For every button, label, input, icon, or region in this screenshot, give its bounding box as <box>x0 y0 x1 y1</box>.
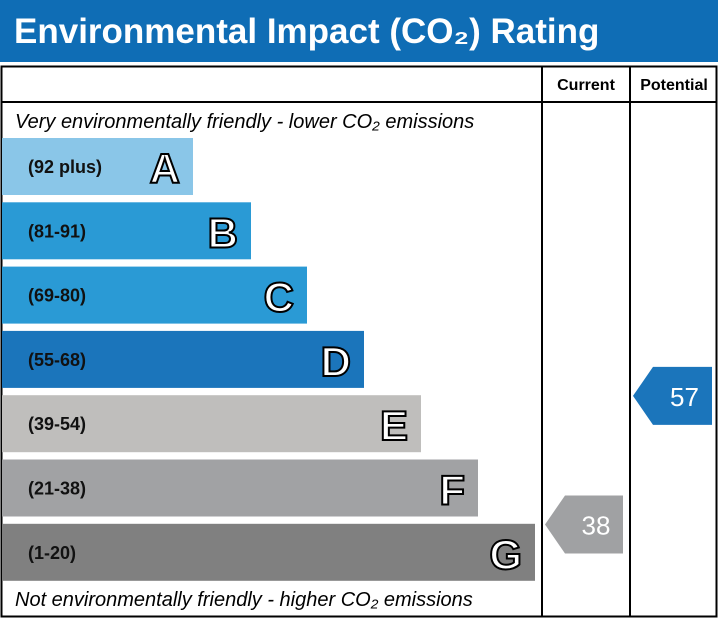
bottom-note: Not environmentally friendly - higher CO… <box>15 589 473 611</box>
potential-rating-arrow <box>633 366 712 425</box>
band-range-g: (1-20) <box>28 543 76 563</box>
chart-title: Environmental Impact (CO₂) Rating <box>14 12 599 51</box>
band-bar-c <box>2 266 307 324</box>
potential-rating-value: 57 <box>670 382 699 412</box>
band-letter-g: G <box>489 531 522 578</box>
band-letter-e: E <box>380 402 408 449</box>
band-bar-f <box>2 459 478 517</box>
band-bar-b <box>2 202 251 260</box>
band-bar-g <box>2 523 535 581</box>
band-letter-d: D <box>321 338 351 385</box>
table-border <box>0 65 718 618</box>
band-bar-a <box>2 138 193 195</box>
band-range-f: (21-38) <box>28 479 86 499</box>
potential-column-header: Potential <box>640 77 708 94</box>
band-letter-b: B <box>208 209 238 256</box>
band-range-c: (69-80) <box>28 286 86 306</box>
current-column-header: Current <box>557 77 615 94</box>
top-note: Very environmentally friendly - lower CO… <box>15 111 474 133</box>
current-rating-arrow <box>545 495 623 554</box>
current-rating-value: 38 <box>582 511 611 541</box>
band-bar-e <box>2 395 421 453</box>
band-range-a: (92 plus) <box>28 157 102 177</box>
band-range-d: (55-68) <box>28 350 86 370</box>
header-bar <box>0 0 718 62</box>
band-range-e: (39-54) <box>28 414 86 434</box>
band-range-b: (81-91) <box>28 221 86 241</box>
band-bar-d <box>2 330 364 388</box>
band-letter-f: F <box>439 467 465 514</box>
band-letter-c: C <box>264 274 294 321</box>
band-letter-a: A <box>150 145 180 192</box>
